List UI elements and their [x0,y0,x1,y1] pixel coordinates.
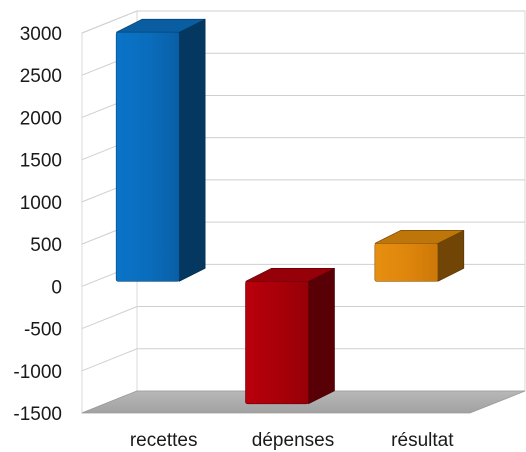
y-axis: 3000 2500 2000 1500 1000 500 0 -500 -1000 -1500 [13,24,62,425]
x-axis: recettes dépenses résultat [130,430,454,451]
y-tick-label: 2500 [20,66,62,87]
y-tick-label: 3000 [20,24,62,45]
y-tick-label: 500 [30,235,62,256]
bar-dépenses [245,267,335,405]
gridline [81,348,525,372]
y-tick-label: -500 [24,320,62,341]
x-category-label: dépenses [252,430,334,451]
y-tick-label: -1000 [13,362,62,383]
x-category-label: résultat [391,430,454,451]
gridline [81,306,525,330]
bar-front-face [115,31,180,282]
bar-front-face [245,281,309,405]
bar-résultat [374,229,465,282]
bar-side-face [308,267,335,405]
bar-recettes [115,18,206,282]
y-tick-label: 1000 [20,193,62,214]
gridline [81,10,525,34]
x-category-label: recettes [130,430,198,451]
y-tick-label: 1500 [20,151,62,172]
bar-side-face [178,18,206,282]
y-tick-label: 2000 [20,108,62,129]
bars [115,18,465,405]
bar-front-face [374,243,439,282]
y-tick-label: -1500 [13,404,62,425]
y-tick-label: 0 [51,277,62,298]
